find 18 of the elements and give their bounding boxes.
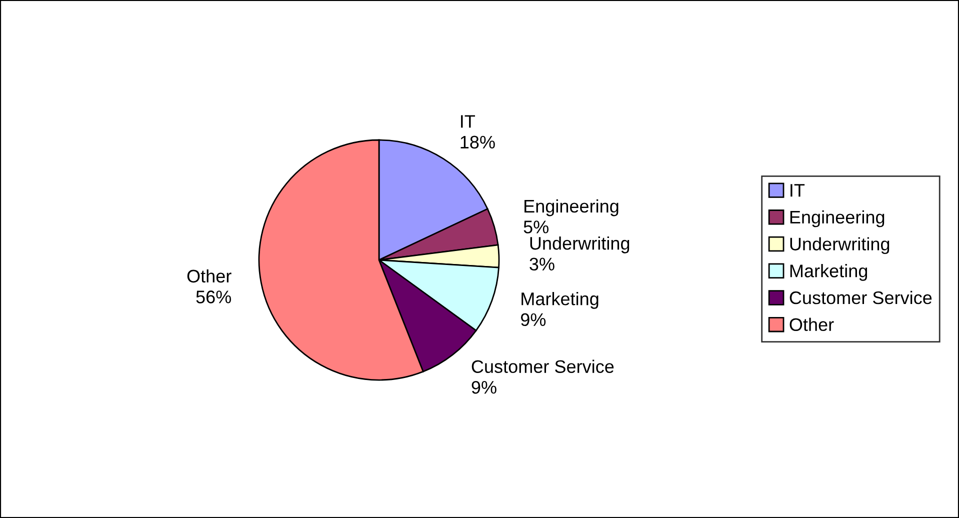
data-label: 56% (196, 290, 232, 304)
data-label: 5% (524, 220, 548, 234)
legend-label: Underwriting (790, 237, 890, 254)
slice-label: Marketing (522, 292, 598, 309)
legend-label: Engineering (790, 210, 884, 228)
data-label: 9% (520, 313, 546, 326)
legend-label: Marketing (790, 264, 868, 281)
slice-label: Engineering (524, 199, 618, 216)
slice-label: Other (187, 269, 232, 283)
legend-label: IT (790, 184, 805, 197)
slice-label: IT (461, 115, 476, 128)
data-label: 9% (472, 380, 496, 394)
slice-label: Underwriting (530, 236, 630, 254)
legend-label: Customer Service (790, 290, 932, 304)
legend-label: Other (790, 318, 834, 332)
slice-label: Customer Service (472, 360, 614, 373)
data-label: 18% (460, 136, 495, 149)
data-label: 3% (530, 258, 554, 271)
